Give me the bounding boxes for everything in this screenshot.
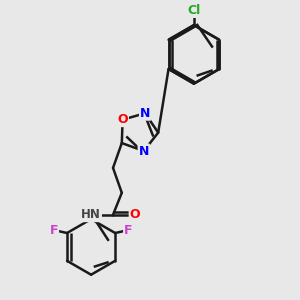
Text: F: F (124, 224, 133, 237)
Text: N: N (139, 145, 149, 158)
Text: F: F (50, 224, 58, 237)
Text: O: O (117, 113, 128, 126)
Text: N: N (140, 107, 150, 120)
Text: HN: HN (81, 208, 101, 221)
Text: O: O (130, 208, 140, 221)
Text: Cl: Cl (187, 4, 200, 17)
